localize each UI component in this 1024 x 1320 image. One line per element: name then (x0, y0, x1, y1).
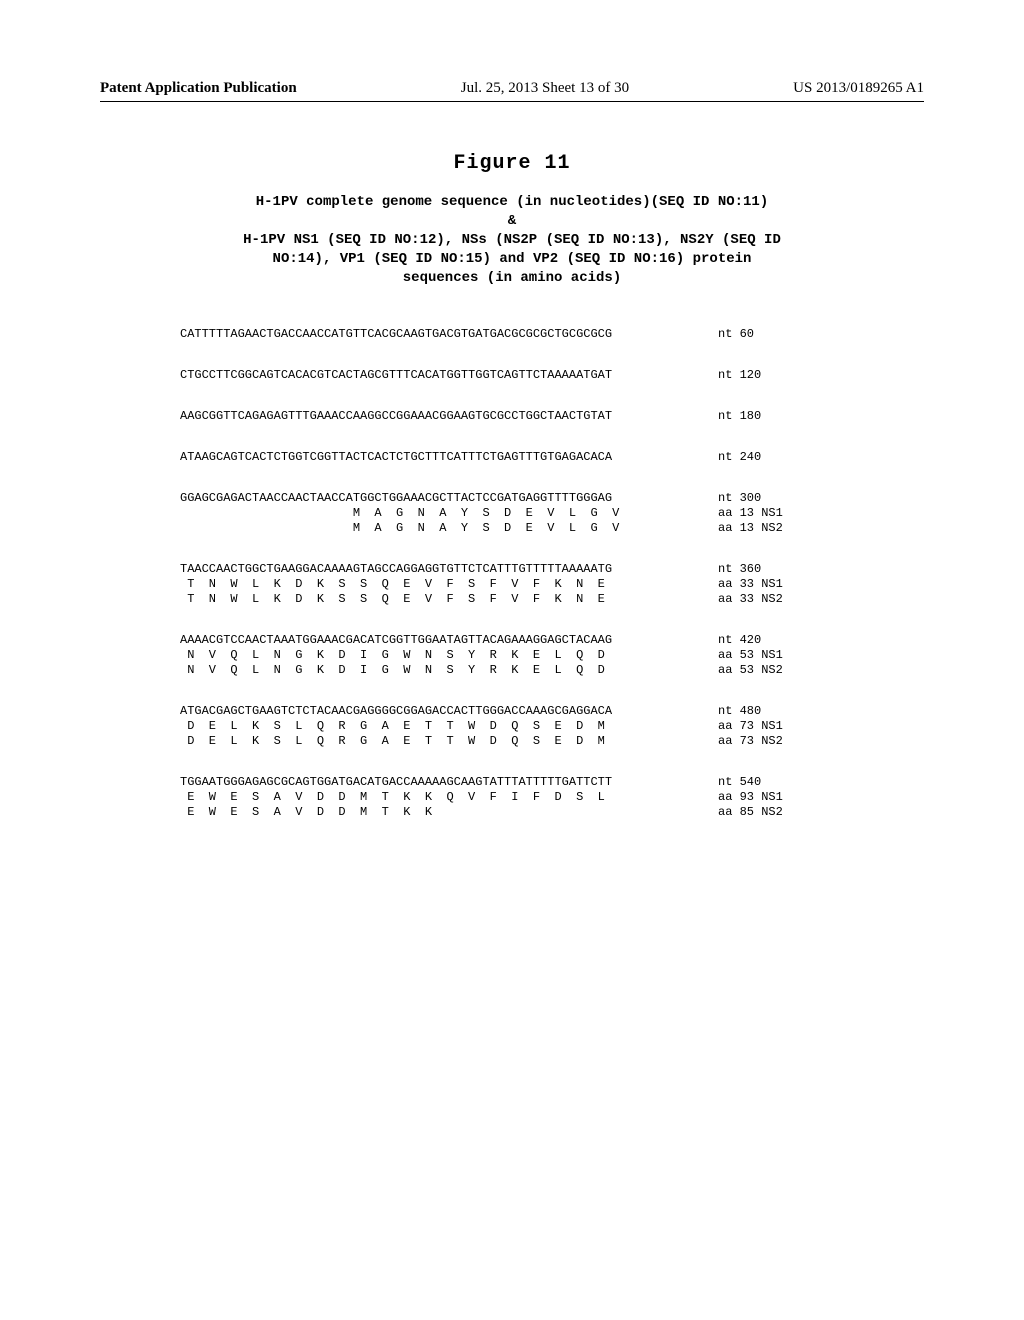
sequence-text: T N W L K D K S S Q E V F S F V F K N E (180, 577, 700, 592)
sequence-area: CATTTTTAGAACTGACCAACCATGTTCACGCAAGTGACGT… (180, 327, 924, 820)
sequence-annotation: aa 73 NS1 (700, 719, 783, 734)
header-right: US 2013/0189265 A1 (793, 80, 924, 97)
sequence-text: GGAGCGAGACTAACCAACTAACCATGGCTGGAAACGCTTA… (180, 491, 700, 506)
sequence-annotation: aa 13 NS1 (700, 506, 783, 521)
sequence-text: TGGAATGGGAGAGCGCAGTGGATGACATGACCAAAAAGCA… (180, 775, 700, 790)
sequence-row: CATTTTTAGAACTGACCAACCATGTTCACGCAAGTGACGT… (180, 327, 924, 342)
sequence-text: ATAAGCAGTCACTCTGGTCGGTTACTCACTCTGCTTTCAT… (180, 450, 700, 465)
sequence-block: TGGAATGGGAGAGCGCAGTGGATGACATGACCAAAAAGCA… (180, 775, 924, 820)
subtitle-line: & (152, 212, 872, 231)
subtitle-line: H-1PV complete genome sequence (in nucle… (152, 193, 872, 212)
sequence-text: N V Q L N G K D I G W N S Y R K E L Q D (180, 648, 700, 663)
sequence-annotation: aa 85 NS2 (700, 805, 783, 820)
sequence-block: AAGCGGTTCAGAGAGTTTGAAACCAAGGCCGGAAACGGAA… (180, 409, 924, 424)
sequence-row: AAGCGGTTCAGAGAGTTTGAAACCAAGGCCGGAAACGGAA… (180, 409, 924, 424)
sequence-text: AAAACGTCCAACTAAATGGAAACGACATCGGTTGGAATAG… (180, 633, 700, 648)
sequence-row: E W E S A V D D M T K K Q V F I F D S L … (180, 790, 924, 805)
sequence-annotation: nt 180 (700, 409, 761, 424)
sequence-row: D E L K S L Q R G A E T T W D Q S E D M … (180, 734, 924, 749)
sequence-text: AAGCGGTTCAGAGAGTTTGAAACCAAGGCCGGAAACGGAA… (180, 409, 700, 424)
sequence-block: TAACCAACTGGCTGAAGGACAAAAGTAGCCAGGAGGTGTT… (180, 562, 924, 607)
sequence-row: TAACCAACTGGCTGAAGGACAAAAGTAGCCAGGAGGTGTT… (180, 562, 924, 577)
sequence-annotation: aa 53 NS2 (700, 663, 783, 678)
sequence-annotation: aa 53 NS1 (700, 648, 783, 663)
sequence-row: N V Q L N G K D I G W N S Y R K E L Q D … (180, 648, 924, 663)
subtitle-line: NO:14), VP1 (SEQ ID NO:15) and VP2 (SEQ … (152, 250, 872, 269)
sequence-row: M A G N A Y S D E V L G Vaa 13 NS2 (180, 521, 924, 536)
sequence-block: ATAAGCAGTCACTCTGGTCGGTTACTCACTCTGCTTTCAT… (180, 450, 924, 465)
sequence-annotation: aa 93 NS1 (700, 790, 783, 805)
sequence-annotation: nt 420 (700, 633, 761, 648)
sequence-block: CTGCCTTCGGCAGTCACACGTCACTAGCGTTTCACATGGT… (180, 368, 924, 383)
sequence-annotation: aa 13 NS2 (700, 521, 783, 536)
sequence-text: ATGACGAGCTGAAGTCTCTACAACGAGGGGCGGAGACCAC… (180, 704, 700, 719)
sequence-block: CATTTTTAGAACTGACCAACCATGTTCACGCAAGTGACGT… (180, 327, 924, 342)
sequence-text: CTGCCTTCGGCAGTCACACGTCACTAGCGTTTCACATGGT… (180, 368, 700, 383)
sequence-text: T N W L K D K S S Q E V F S F V F K N E (180, 592, 700, 607)
sequence-text: TAACCAACTGGCTGAAGGACAAAAGTAGCCAGGAGGTGTT… (180, 562, 700, 577)
sequence-annotation: nt 480 (700, 704, 761, 719)
page-header: Patent Application Publication Jul. 25, … (100, 80, 924, 102)
sequence-text: E W E S A V D D M T K K Q V F I F D S L (180, 790, 700, 805)
figure-subtitle: H-1PV complete genome sequence (in nucle… (152, 193, 872, 287)
sequence-row: N V Q L N G K D I G W N S Y R K E L Q D … (180, 663, 924, 678)
sequence-row: ATGACGAGCTGAAGTCTCTACAACGAGGGGCGGAGACCAC… (180, 704, 924, 719)
subtitle-line: H-1PV NS1 (SEQ ID NO:12), NSs (NS2P (SEQ… (152, 231, 872, 250)
sequence-block: AAAACGTCCAACTAAATGGAAACGACATCGGTTGGAATAG… (180, 633, 924, 678)
sequence-text: E W E S A V D D M T K K (180, 805, 700, 820)
sequence-row: CTGCCTTCGGCAGTCACACGTCACTAGCGTTTCACATGGT… (180, 368, 924, 383)
sequence-annotation: aa 33 NS2 (700, 592, 783, 607)
page: Patent Application Publication Jul. 25, … (0, 0, 1024, 1320)
header-left: Patent Application Publication (100, 80, 297, 97)
sequence-text: N V Q L N G K D I G W N S Y R K E L Q D (180, 663, 700, 678)
sequence-annotation: nt 540 (700, 775, 761, 790)
sequence-text: M A G N A Y S D E V L G V (180, 506, 700, 521)
sequence-row: T N W L K D K S S Q E V F S F V F K N E … (180, 577, 924, 592)
sequence-annotation: nt 60 (700, 327, 754, 342)
sequence-annotation: nt 300 (700, 491, 761, 506)
header-mid: Jul. 25, 2013 Sheet 13 of 30 (461, 80, 629, 97)
sequence-row: D E L K S L Q R G A E T T W D Q S E D M … (180, 719, 924, 734)
sequence-text: D E L K S L Q R G A E T T W D Q S E D M (180, 734, 700, 749)
sequence-text: CATTTTTAGAACTGACCAACCATGTTCACGCAAGTGACGT… (180, 327, 700, 342)
sequence-annotation: aa 73 NS2 (700, 734, 783, 749)
sequence-block: ATGACGAGCTGAAGTCTCTACAACGAGGGGCGGAGACCAC… (180, 704, 924, 749)
sequence-text: D E L K S L Q R G A E T T W D Q S E D M (180, 719, 700, 734)
sequence-text: M A G N A Y S D E V L G V (180, 521, 700, 536)
sequence-row: AAAACGTCCAACTAAATGGAAACGACATCGGTTGGAATAG… (180, 633, 924, 648)
sequence-row: M A G N A Y S D E V L G Vaa 13 NS1 (180, 506, 924, 521)
sequence-block: GGAGCGAGACTAACCAACTAACCATGGCTGGAAACGCTTA… (180, 491, 924, 536)
sequence-annotation: aa 33 NS1 (700, 577, 783, 592)
sequence-annotation: nt 240 (700, 450, 761, 465)
subtitle-line: sequences (in amino acids) (152, 269, 872, 288)
sequence-annotation: nt 120 (700, 368, 761, 383)
sequence-row: TGGAATGGGAGAGCGCAGTGGATGACATGACCAAAAAGCA… (180, 775, 924, 790)
sequence-row: T N W L K D K S S Q E V F S F V F K N E … (180, 592, 924, 607)
figure-title: Figure 11 (100, 152, 924, 175)
sequence-row: GGAGCGAGACTAACCAACTAACCATGGCTGGAAACGCTTA… (180, 491, 924, 506)
sequence-annotation: nt 360 (700, 562, 761, 577)
sequence-row: ATAAGCAGTCACTCTGGTCGGTTACTCACTCTGCTTTCAT… (180, 450, 924, 465)
sequence-row: E W E S A V D D M T K K aa 85 NS2 (180, 805, 924, 820)
